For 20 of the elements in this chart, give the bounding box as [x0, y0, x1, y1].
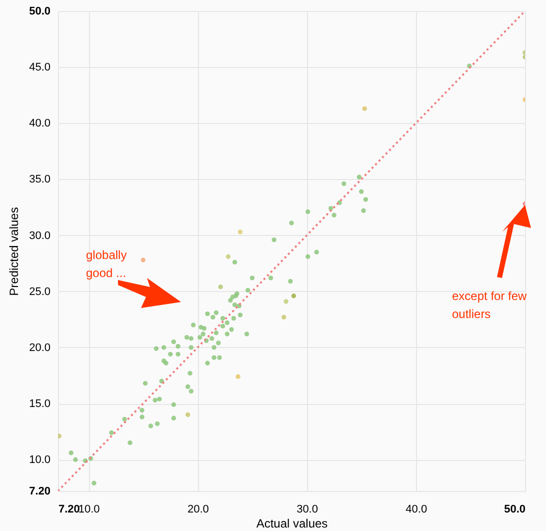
y-tick-label: 45.0 [29, 62, 50, 74]
x-tick-label: 7.20 [58, 504, 80, 516]
x-tick-label: 10.0 [78, 504, 100, 516]
y-tick-label: 10.0 [29, 454, 50, 466]
y-tick-label: 25.0 [29, 286, 50, 298]
annotation: except for few outliers [452, 288, 528, 323]
y-tick-label: 40.0 [29, 118, 50, 130]
y-tick-label: 35.0 [29, 174, 50, 186]
y-tick-label: 15.0 [29, 398, 50, 410]
y-tick-label: 30.0 [29, 230, 50, 242]
y-tick-label: 20.0 [29, 342, 50, 354]
x-axis-title: Actual values [256, 516, 328, 530]
y-tick-label: 7.20 [29, 486, 50, 498]
x-tick-label: 30.0 [296, 504, 318, 516]
y-axis-title: Predicted values [7, 207, 22, 296]
y-tick-label: 50.0 [29, 6, 50, 18]
x-tick-label: 40.0 [406, 504, 428, 516]
x-tick-label: 20.0 [187, 504, 209, 516]
x-tick-label: 50.0 [504, 504, 526, 516]
annotation: globally good ... [86, 247, 128, 282]
